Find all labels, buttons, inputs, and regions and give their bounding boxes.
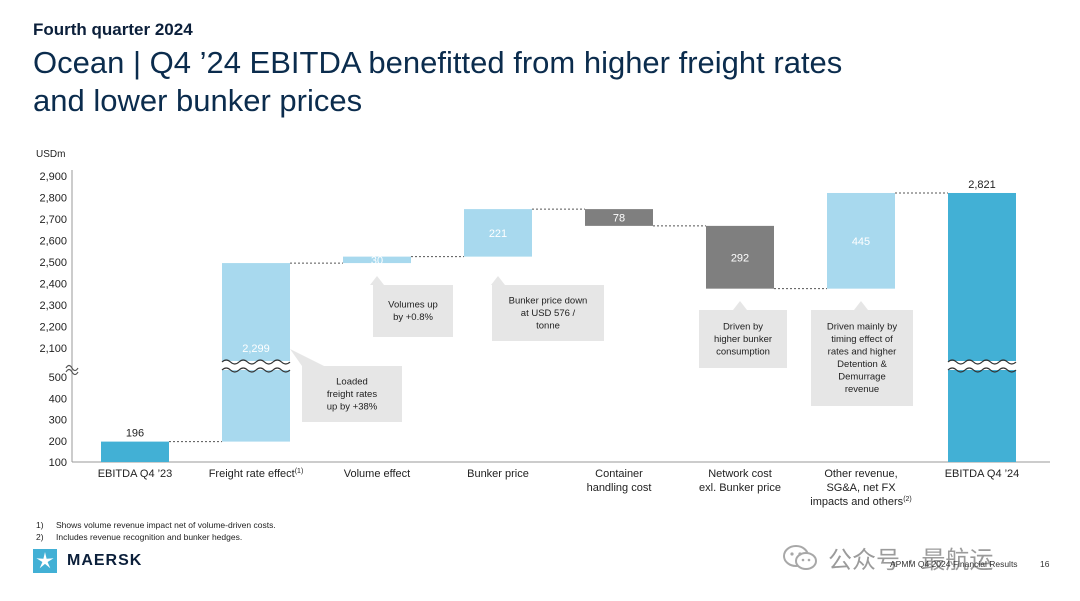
y-tick-label: 2,900 — [39, 171, 67, 183]
category-label: Freight rate effect(1) — [209, 468, 304, 480]
callout-text: Bunker price down — [509, 295, 588, 306]
callout-text: freight rates — [327, 389, 377, 400]
waterfall-chart: USDm 100 200 300 400 500 2,100 2,200 2,300 2,400 2… — [36, 149, 1050, 508]
axis-break-mark — [65, 368, 79, 376]
callout-text: rates and higher — [828, 347, 897, 358]
callout-box — [811, 310, 913, 406]
callout-text: Loaded — [336, 376, 368, 387]
waterfall-bar — [343, 256, 411, 264]
bar-value-label: 445 — [852, 236, 870, 248]
y-tick-label: 2,500 — [39, 257, 67, 269]
callout-text: Driven mainly by — [827, 322, 897, 333]
page-number: 16 — [1040, 559, 1050, 569]
category-label: SG&A, net FX — [826, 482, 896, 494]
bar-break-mark — [221, 367, 291, 373]
watermark: 公众号 · 最航运 — [782, 540, 993, 575]
page-title: Ocean | Q4 ’24 EBITDA benefitted from hi… — [33, 44, 933, 120]
waterfall-bar — [948, 192, 1016, 463]
waterfall-bar — [585, 209, 653, 226]
category-label: exl. Bunker price — [699, 482, 781, 494]
waterfall-bar — [464, 209, 532, 257]
bar-value-label: 292 — [731, 252, 749, 264]
y-tick-label: 100 — [49, 457, 67, 469]
callout-pointer — [733, 301, 747, 310]
bar-value-label: 30 — [371, 255, 383, 267]
category-label: Volume effect — [344, 468, 410, 480]
bar-break-mark — [947, 359, 1017, 365]
y-tick-label: 2,100 — [39, 343, 67, 355]
category-label: handling cost — [587, 482, 652, 494]
bar-value-label: 196 — [126, 428, 144, 440]
callout-text: consumption — [716, 346, 770, 357]
callout-text: Volumes up — [388, 300, 438, 311]
y-unit-label: USDm — [36, 149, 65, 160]
y-tick-label: 2,300 — [39, 300, 67, 312]
y-tick-label: 400 — [49, 393, 67, 405]
waterfall-bar — [827, 192, 895, 289]
bar-value-label: 221 — [489, 228, 507, 240]
category-label: Container — [595, 468, 643, 480]
callout-text: Demurrage — [838, 372, 886, 383]
bar-value-label: 2,299 — [242, 343, 270, 355]
bar-break-mark — [221, 359, 291, 365]
category-label: impacts and others(2) — [810, 496, 912, 508]
brand-name: MAERSK — [67, 552, 143, 569]
callout-pointer — [370, 276, 384, 285]
y-tick-label: 2,600 — [39, 236, 67, 248]
star-icon — [33, 549, 57, 573]
callout-box — [373, 285, 453, 337]
waterfall-bar — [222, 263, 290, 442]
watermark-text: 公众号 · 最航运 — [828, 547, 994, 574]
callout-text: higher bunker — [714, 334, 772, 345]
footnotes: 1) Shows volume revenue impact net of vol… — [36, 519, 276, 543]
axis-break-mark — [65, 364, 79, 372]
callout-text: tonne — [536, 320, 560, 331]
callout-pointer — [854, 301, 868, 310]
footnote-1: 1) Shows volume revenue impact net of vol… — [36, 520, 276, 530]
footer-reference: APMM Q4 2024 Financial Results — [890, 559, 1018, 569]
callout-pointer — [290, 349, 324, 366]
callout-text: by +0.8% — [393, 312, 433, 323]
waterfall-bar — [101, 441, 169, 462]
category-label: EBITDA Q4 ’24 — [945, 468, 1020, 480]
title-line-2: and lower bunker prices — [33, 83, 363, 118]
waterfall-bar — [706, 225, 774, 289]
y-tick-label: 300 — [49, 415, 67, 427]
section-kicker: Fourth quarter 2024 — [33, 20, 193, 39]
category-label: Other revenue, — [824, 468, 897, 480]
category-label: Bunker price — [467, 468, 529, 480]
y-tick-label: 2,200 — [39, 322, 67, 334]
bar-break-gap — [221, 361, 291, 370]
callout-text: Detention & — [837, 359, 887, 370]
category-label: EBITDA Q4 ’23 — [98, 468, 173, 480]
callout-box — [699, 310, 787, 368]
title-line-1: Ocean | Q4 ’24 EBITDA benefitted from hi… — [33, 45, 843, 80]
bar-break-mark — [947, 367, 1017, 373]
callout-text: Driven by — [723, 321, 763, 332]
y-tick-label: 200 — [49, 436, 67, 448]
callout-box — [492, 285, 604, 341]
callout-pointer — [491, 276, 505, 285]
y-tick-label: 500 — [49, 372, 67, 384]
callout-text: revenue — [845, 384, 879, 395]
category-label: Network cost — [708, 468, 772, 480]
callout-text: at USD 576 / — [521, 308, 576, 319]
callout-text: timing effect of — [831, 334, 893, 345]
y-tick-label: 2,400 — [39, 279, 67, 291]
bar-break-gap — [947, 361, 1017, 370]
y-tick-label: 2,800 — [39, 193, 67, 205]
footnote-2: 2) Includes revenue recognition and bunke… — [36, 532, 243, 542]
wechat-icon — [783, 544, 817, 570]
callout: Bunker price down at USD 576 /tonne — [491, 276, 604, 341]
y-tick-label: 2,700 — [39, 214, 67, 226]
maersk-logo: MAERSK — [33, 548, 142, 574]
callout-text: up by +38% — [327, 401, 378, 412]
bar-value-label: 78 — [613, 212, 625, 224]
callout-box — [302, 366, 402, 422]
bar-value-label: 2,821 — [968, 179, 996, 191]
